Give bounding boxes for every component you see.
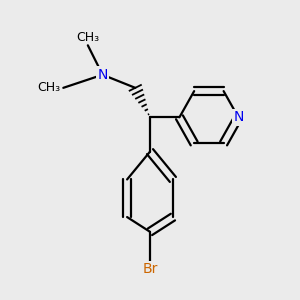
Text: CH₃: CH₃ (37, 81, 60, 94)
Text: CH₃: CH₃ (76, 31, 99, 44)
Text: Br: Br (142, 262, 158, 276)
Text: N: N (98, 68, 108, 82)
Text: N: N (233, 110, 244, 124)
